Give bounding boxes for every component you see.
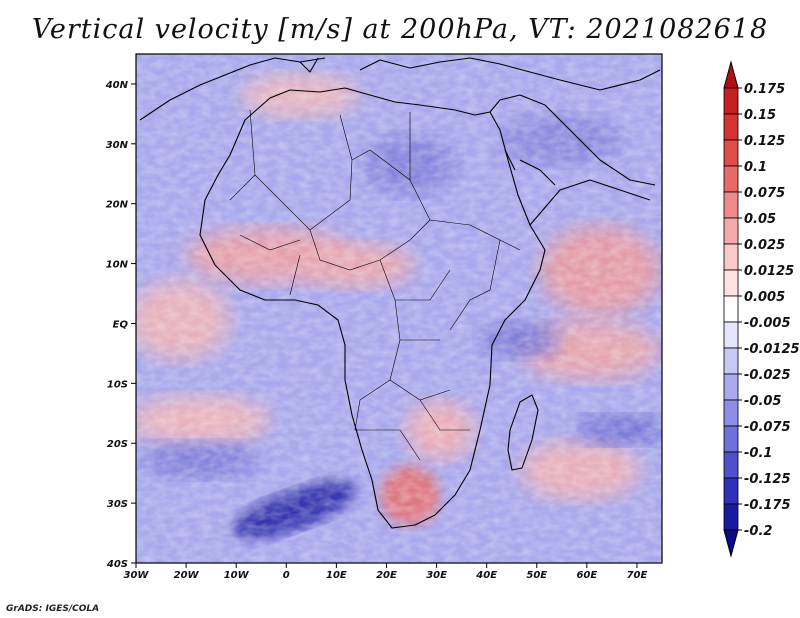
colorbar-label: 0.05 xyxy=(744,212,776,227)
colorbar-label: -0.05 xyxy=(744,394,781,409)
colorbar-label: 0.125 xyxy=(744,134,785,149)
colorbar-label: 0.15 xyxy=(744,108,776,123)
y-tick-label: 40S xyxy=(106,559,128,570)
y-tick-label: 40N xyxy=(105,80,129,91)
colorbar-segment xyxy=(723,191,739,219)
colorbar-label: 0.1 xyxy=(744,160,767,175)
colorbar-label: 0.005 xyxy=(744,290,785,305)
colorbar-segment xyxy=(723,425,739,453)
y-tick-label: 20N xyxy=(106,200,129,211)
colorbar-label: 0.0125 xyxy=(744,264,794,279)
plot-frame xyxy=(135,53,663,564)
colorbar-segment xyxy=(723,113,739,141)
colorbar-label: -0.1 xyxy=(744,446,772,461)
x-tick-label: 30E xyxy=(426,570,447,581)
colorbar-segment xyxy=(723,347,739,375)
x-tick-label: 50E xyxy=(526,570,547,581)
colorbar-segment xyxy=(723,373,739,401)
colorbar-segment xyxy=(723,243,739,271)
coastlines xyxy=(139,57,661,529)
chart-title: Vertical velocity [m/s] at 200hPa, VT: 2… xyxy=(31,14,769,45)
colorbar-segment xyxy=(723,165,739,193)
velocity-field xyxy=(136,54,662,563)
x-tick-label: 30W xyxy=(124,570,150,581)
x-tick-label: 20E xyxy=(376,570,397,581)
x-tick-label: 10E xyxy=(326,570,347,581)
y-tick-label: 10N xyxy=(106,260,129,271)
country-borders xyxy=(229,109,521,461)
x-tick-label: 10W xyxy=(224,570,250,581)
colorbar-label: -0.2 xyxy=(744,524,772,539)
x-tick-label: 60E xyxy=(576,570,597,581)
colorbar-label: 0.175 xyxy=(744,82,785,97)
colorbar-label: -0.0125 xyxy=(744,342,800,357)
y-tick-label: 30S xyxy=(107,499,128,510)
y-tick-label: EQ xyxy=(113,319,129,330)
colorbar-label: -0.125 xyxy=(744,472,791,487)
x-tick-label: 20W xyxy=(174,570,200,581)
colorbar-top-arrow xyxy=(723,60,739,89)
colorbar-segment xyxy=(723,217,739,245)
colorbar-label: 0.075 xyxy=(744,186,785,201)
x-tick-label: 70E xyxy=(627,570,648,581)
colorbar-label: -0.075 xyxy=(744,420,791,435)
colorbar-label: 0.025 xyxy=(744,238,785,253)
x-tick-label: 40E xyxy=(475,570,497,581)
colorbar-segment xyxy=(723,451,739,479)
colorbar-segment xyxy=(723,321,739,349)
colorbar-segment xyxy=(723,87,739,115)
y-tick-label: 20S xyxy=(107,439,128,450)
y-tick-label: 30N xyxy=(106,140,129,151)
x-tick-label: 0 xyxy=(283,570,290,581)
colorbar-segment xyxy=(723,399,739,427)
colorbar-segment xyxy=(723,139,739,167)
colorbar-bottom-arrow xyxy=(723,529,739,558)
colorbar-label: -0.025 xyxy=(744,368,791,383)
y-tick-label: 10S xyxy=(107,379,128,390)
colorbar-segment xyxy=(723,503,739,531)
colorbar-segment xyxy=(723,295,739,323)
grads-credit: GrADS: IGES/COLA xyxy=(6,604,100,614)
colorbar-segment xyxy=(723,477,739,505)
colorbar-segment xyxy=(723,269,739,297)
colorbar-label: -0.175 xyxy=(744,498,791,513)
colorbar-label: -0.005 xyxy=(744,316,791,331)
